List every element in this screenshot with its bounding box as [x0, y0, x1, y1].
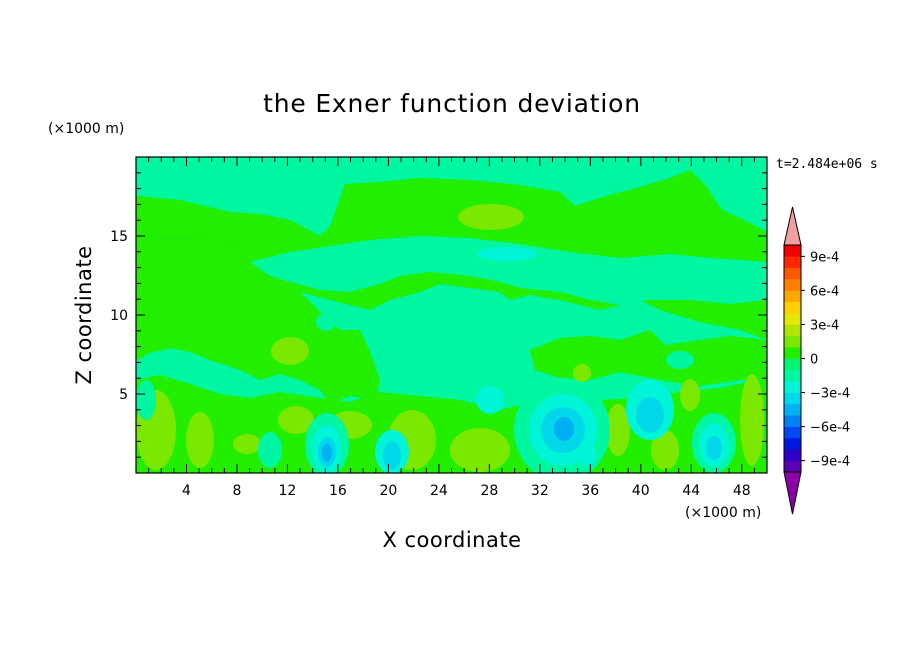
colorbar-segment [784, 256, 801, 268]
x-axis-ticks: 4 8 12 16 20 24 28 32 36 40 44 48 [148, 157, 755, 499]
region-cell-1-inner [322, 444, 332, 462]
region-right-bg [666, 351, 694, 369]
colorbar-segment [784, 279, 801, 291]
region-cell-4-core [636, 397, 664, 433]
colorbar-segment [784, 460, 801, 473]
region-lower-ygreen-11 [651, 430, 679, 470]
region-cell-6 [258, 432, 282, 468]
x-tick-label: 36 [581, 483, 599, 499]
region-lower-ygreen-3 [233, 434, 261, 454]
colorbar-segment [784, 426, 801, 439]
region-lower-ygreen-4 [278, 406, 314, 434]
region-lower-ygreen-9 [680, 379, 700, 411]
colorbar-segment [784, 381, 801, 393]
colorbar-segment [784, 290, 801, 303]
region-lower-ygreen-2 [186, 412, 214, 468]
colorbar-label: −9e-4 [810, 455, 850, 470]
colorbar-segment [784, 403, 801, 416]
region-right-yellowgreen [573, 364, 591, 382]
colorbar-segment [784, 301, 801, 314]
x-tick-label: 28 [480, 483, 498, 499]
colorbar-upper-extension [783, 206, 802, 246]
region-right-green [530, 330, 767, 386]
colorbar-segment [784, 415, 801, 427]
colorbar: 9e-4 6e-4 3e-4 0 −3e-4 −6e-4 −9e-4 [783, 206, 850, 515]
region-left-green [136, 238, 380, 404]
region-cell-2-core [383, 441, 401, 469]
colorbar-label: 9e-4 [810, 250, 839, 265]
y-tick-label: 10 [110, 308, 128, 324]
region-left-bg-2 [142, 350, 198, 370]
region-upper-bg-patch [250, 236, 767, 305]
time-label: t=2.484e+06 s [776, 157, 878, 172]
colorbar-segment [784, 313, 801, 325]
chart-title: the Exner function deviation [263, 89, 641, 118]
x-tick-label: 32 [531, 483, 549, 499]
colorbar-label: 6e-4 [810, 284, 839, 299]
x-axis-title: X coordinate [382, 528, 521, 552]
x-unit-label: (×1000 m) [685, 505, 761, 521]
region-lower-ygreen-8 [606, 404, 630, 456]
y-axis-title: Z coordinate [72, 245, 96, 384]
colorbar-label: 3e-4 [810, 318, 839, 333]
x-tick-label: 8 [232, 483, 241, 499]
colorbar-segment [784, 437, 801, 450]
region-cell-8 [580, 443, 596, 467]
colorbar-label: 0 [810, 353, 818, 368]
y-unit-label: (×1000 m) [48, 121, 124, 137]
colorbar-lower-extension [783, 471, 802, 515]
region-cell-7 [476, 386, 504, 414]
region-left-bg-1 [316, 313, 336, 331]
region-lower-ygreen-7 [450, 428, 510, 472]
contour-field [136, 157, 767, 473]
x-tick-label: 48 [733, 483, 751, 499]
colorbar-segment [784, 358, 801, 371]
colorbar-segment [784, 324, 801, 337]
colorbar-label: −6e-4 [810, 421, 850, 436]
region-lower-ygreen-10 [740, 374, 764, 466]
y-tick-label: 5 [119, 387, 128, 403]
region-left-yellowgreen-1 [271, 337, 309, 365]
x-tick-label: 40 [632, 483, 650, 499]
colorbar-segment [784, 392, 801, 405]
colorbar-segment [784, 267, 801, 280]
y-axis-ticks: 5 10 15 [110, 172, 767, 458]
region-lower-green [136, 375, 767, 473]
region-top-yellowgreen [458, 204, 524, 230]
region-cell-9 [136, 380, 156, 420]
colorbar-segment [784, 347, 801, 359]
colorbar-label: −3e-4 [810, 387, 850, 402]
colorbar-segment [784, 335, 801, 348]
x-tick-label: 16 [329, 483, 347, 499]
colorbar-segment [784, 245, 801, 257]
colorbar-segment [784, 369, 801, 382]
x-tick-label: 12 [279, 483, 297, 499]
y-tick-label: 15 [110, 229, 128, 245]
colorbar-segment [784, 449, 801, 461]
region-cell-3-inner [554, 417, 574, 441]
region-topright-green [680, 157, 767, 210]
region-top-cyan [477, 247, 537, 261]
x-tick-label: 20 [379, 483, 397, 499]
region-cell-5-core [706, 436, 722, 460]
x-tick-label: 4 [182, 483, 191, 499]
x-tick-label: 44 [682, 483, 700, 499]
x-tick-label: 24 [430, 483, 448, 499]
